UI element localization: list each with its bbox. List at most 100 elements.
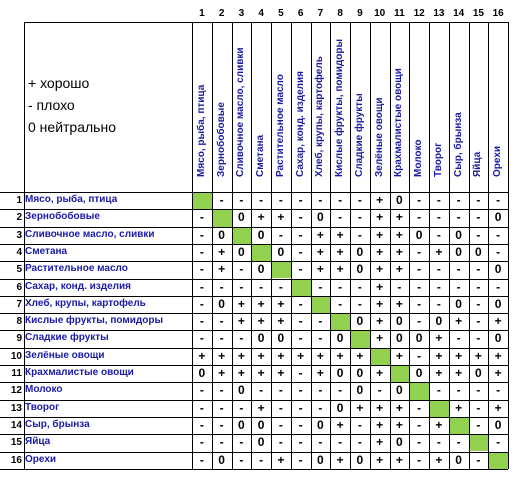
- cell-value: +: [376, 262, 384, 277]
- cell-value: -: [219, 417, 224, 432]
- cell-value: +: [237, 366, 245, 380]
- column-header: Сметана: [251, 22, 271, 192]
- cell-value: -: [456, 331, 461, 346]
- grid-line: [429, 22, 430, 469]
- cell-value: -: [298, 314, 303, 329]
- cell-value: -: [199, 417, 204, 432]
- row-label: Сахар, конд. изделия: [25, 280, 131, 292]
- diagonal-cell: [410, 383, 429, 400]
- cell-value: -: [219, 279, 224, 294]
- cell-value: -: [278, 435, 283, 450]
- row-number: 4: [16, 246, 22, 258]
- cell-value: -: [259, 383, 264, 398]
- row-number: 5: [16, 264, 22, 276]
- cell-value: -: [298, 331, 303, 346]
- diagonal-cell: [232, 227, 252, 244]
- column-header-label: Сахар, конд. изделия: [294, 71, 306, 177]
- cell-value: -: [298, 366, 303, 380]
- grid-line: [310, 22, 312, 469]
- cell-value: +: [277, 348, 285, 363]
- diagonal-cell: [449, 417, 469, 435]
- cell-value: -: [199, 400, 204, 415]
- column-number: 15: [472, 8, 484, 19]
- column-header-label: Зелёные овощи: [373, 97, 385, 177]
- cell-value: -: [436, 262, 441, 277]
- cell-value: +: [435, 331, 443, 346]
- cell-value: 0: [455, 227, 462, 242]
- diagonal-cell: [272, 262, 291, 279]
- cell-value: +: [336, 452, 344, 467]
- cell-value: -: [219, 435, 224, 450]
- cell-value: +: [376, 435, 384, 450]
- cell-value: 0: [356, 383, 364, 398]
- cell-value: +: [257, 348, 265, 363]
- cell-value: 0: [277, 244, 285, 259]
- column-header: Сливочное масло, сливки: [232, 22, 252, 192]
- cell-value: -: [456, 435, 461, 450]
- column-header-label: Крахмалистые овощи: [393, 68, 405, 177]
- row-label: Кислые фрукты, помидоры: [25, 315, 163, 327]
- cell-value: +: [395, 296, 403, 311]
- diagonal-cell: [331, 314, 350, 331]
- grid-line: [192, 22, 193, 469]
- row-label: Молоко: [25, 384, 63, 396]
- cell-value: 0: [356, 244, 364, 259]
- cell-value: -: [199, 244, 204, 259]
- cell-value: -: [476, 383, 481, 398]
- grid-line: [0, 295, 508, 297]
- cell-value: +: [376, 314, 384, 329]
- row-label: Творог: [25, 401, 60, 413]
- cell-value: 0: [198, 366, 206, 380]
- column-number: 13: [433, 8, 445, 19]
- cell-value: +: [435, 244, 443, 259]
- column-header-label: Кислые фрукты, помидоры: [334, 39, 346, 177]
- row-label: Зернобобовые: [25, 211, 100, 223]
- row-number: 13: [10, 402, 22, 414]
- cell-value: -: [259, 279, 264, 294]
- cell-value: -: [219, 314, 224, 329]
- cell-value: -: [199, 331, 204, 346]
- cell-value: -: [357, 417, 362, 432]
- cell-value: -: [199, 296, 204, 311]
- grid-line: [0, 365, 508, 366]
- cell-value: -: [417, 400, 422, 415]
- cell-value: -: [199, 262, 204, 277]
- cell-value: -: [278, 400, 283, 415]
- cell-value: +: [316, 227, 324, 242]
- cell-value: -: [476, 400, 481, 415]
- grid-line: [389, 22, 391, 469]
- cell-value: -: [278, 279, 283, 294]
- cell-value: -: [199, 314, 204, 329]
- cell-value: 0: [317, 210, 324, 225]
- grid-line: [0, 330, 508, 332]
- cell-value: -: [199, 435, 204, 450]
- cell-value: -: [456, 193, 461, 207]
- cell-value: -: [298, 417, 303, 432]
- cell-value: -: [417, 193, 422, 207]
- grid-line: [231, 22, 233, 469]
- cell-value: +: [336, 348, 344, 363]
- cell-value: 0: [238, 383, 245, 398]
- grid-line: [211, 22, 213, 469]
- column-number: 1: [199, 8, 205, 19]
- cell-value: 0: [218, 452, 225, 467]
- cell-value: -: [219, 400, 224, 415]
- cell-value: -: [219, 331, 224, 346]
- cell-value: -: [456, 210, 461, 225]
- grid-line: [24, 22, 25, 469]
- column-number: 9: [357, 8, 363, 19]
- column-header-label: Сметана: [255, 134, 267, 177]
- cell-value: +: [336, 262, 344, 277]
- cell-value: -: [318, 383, 323, 398]
- cell-value: 0: [396, 314, 403, 329]
- row-number: 15: [10, 437, 22, 449]
- cell-value: -: [318, 435, 323, 450]
- diagonal-cell: [430, 400, 449, 417]
- row-number: 10: [10, 350, 22, 362]
- column-number: 11: [394, 8, 405, 19]
- column-header-label: Молоко: [413, 139, 425, 178]
- cell-value: 0: [494, 262, 502, 277]
- column-number: 10: [374, 8, 386, 19]
- cell-value: -: [357, 210, 362, 225]
